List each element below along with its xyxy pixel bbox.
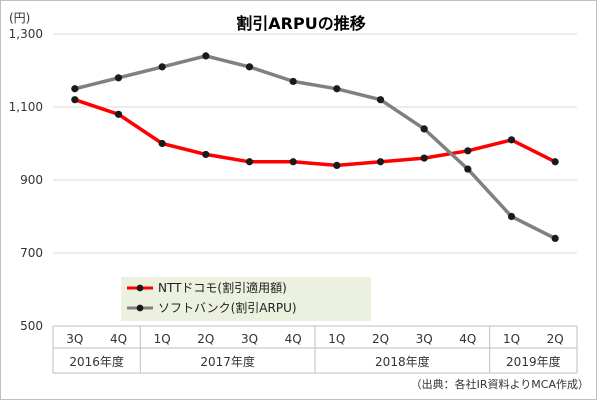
- x-axis: 3Q 4Q 1Q 2Q 3Q 4Q 1Q 2Q 3Q 4Q 1Q 2Q 2016年度 2017年度 2018…: [52, 325, 578, 374]
- x-tick-label: 1Q: [328, 332, 345, 346]
- data-point: [333, 161, 341, 169]
- x-group-label: 2018年度: [375, 354, 430, 369]
- y-tick-label: 500: [20, 319, 43, 333]
- legend-label-2: ソフトバンク(割引ARPU): [158, 300, 297, 315]
- data-point: [464, 165, 472, 173]
- data-point: [376, 158, 385, 166]
- data-point: [420, 125, 428, 133]
- data-point: [71, 85, 79, 93]
- series-lines: [71, 52, 559, 242]
- series-line-2: [74, 54, 556, 240]
- data-point: [289, 158, 297, 166]
- data-point: [289, 77, 297, 86]
- data-point: [245, 158, 254, 166]
- x-tick-label: 3Q: [416, 332, 433, 346]
- data-point: [551, 234, 559, 242]
- data-point: [376, 96, 385, 104]
- x-tick-label: 2Q: [372, 332, 389, 346]
- data-point: [464, 147, 472, 155]
- x-tick-label: 3Q: [241, 332, 258, 346]
- y-tick-label: 1,300: [9, 27, 43, 41]
- x-group-label: 2019年度: [506, 354, 561, 369]
- x-tick-label: 1Q: [154, 332, 171, 346]
- data-point: [333, 85, 341, 93]
- data-point: [551, 158, 559, 166]
- gridlines: [53, 33, 577, 254]
- y-tick-label: 700: [20, 246, 43, 260]
- x-tick-label: 2Q: [197, 332, 214, 346]
- chart-title: 割引ARPUの推移: [236, 14, 365, 33]
- x-tick-label: 1Q: [503, 332, 520, 346]
- y-axis-tick-labels: 500 700 900 1,100 1,300: [9, 27, 43, 333]
- data-point: [114, 74, 123, 82]
- x-group-label: 2017年度: [200, 354, 255, 369]
- x-tick-label: 3Q: [66, 332, 83, 346]
- source-note: （出典：各社IR資料よりMCA作成）: [411, 377, 589, 391]
- data-point: [245, 63, 254, 71]
- y-axis-unit: (円): [9, 11, 30, 25]
- y-tick-label: 1,100: [9, 100, 43, 114]
- x-group-label: 2016年度: [69, 354, 124, 369]
- series-line-1: [74, 98, 556, 168]
- y-tick-label: 900: [20, 173, 43, 187]
- data-point: [158, 139, 166, 148]
- data-point: [71, 96, 79, 104]
- data-point: [114, 110, 123, 118]
- x-tick-label: 4Q: [110, 332, 127, 346]
- legend-marker: [136, 284, 144, 292]
- data-point: [507, 212, 516, 221]
- data-point: [420, 154, 428, 162]
- x-tick-label: 4Q: [459, 332, 476, 346]
- x-tick-label: 2Q: [547, 332, 564, 346]
- legend: NTTドコモ(割引適用額) ソフトバンク(割引ARPU): [121, 277, 371, 321]
- legend-label-1: NTTドコモ(割引適用額): [158, 280, 287, 295]
- x-tick-label: 4Q: [285, 332, 302, 346]
- data-point: [507, 136, 516, 144]
- data-point: [158, 63, 166, 71]
- legend-marker: [136, 304, 144, 312]
- data-point: [202, 52, 210, 60]
- legend-box: [121, 277, 371, 321]
- data-point: [202, 150, 210, 159]
